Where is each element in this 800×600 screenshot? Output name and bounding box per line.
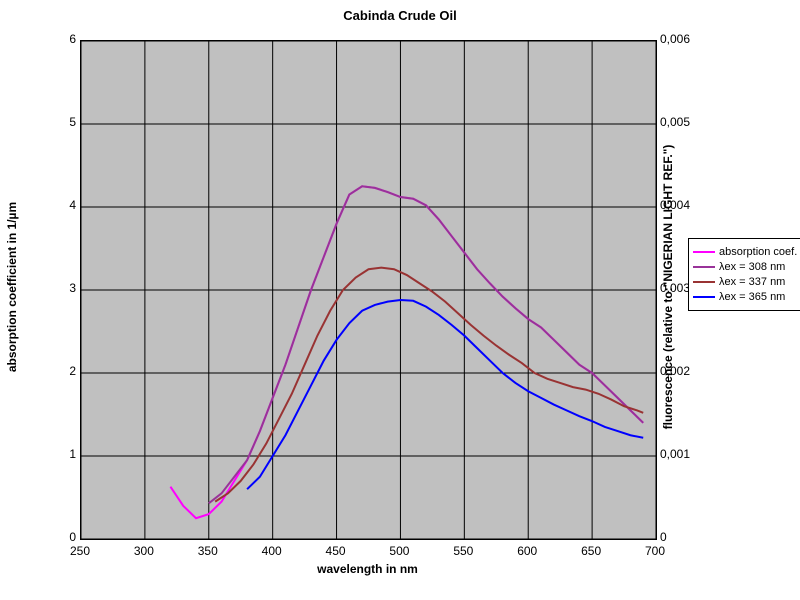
grid	[81, 41, 656, 539]
legend-label: absorption coef.	[719, 246, 797, 258]
xtick-label: 650	[571, 544, 611, 558]
plot-area	[80, 40, 657, 540]
xtick-label: 500	[379, 544, 419, 558]
ytick-left-label: 1	[32, 448, 76, 460]
ytick-left-label: 0	[32, 531, 76, 543]
legend: absorption coef. λex = 308 nm λex = 337 nm…	[688, 238, 800, 311]
legend-label: λex = 337 nm	[719, 276, 785, 288]
legend-item-ex308: λex = 308 nm	[693, 261, 797, 273]
ytick-left-label: 6	[32, 33, 76, 45]
xtick-label: 600	[507, 544, 547, 558]
ytick-left-label: 5	[32, 116, 76, 128]
xtick-label: 450	[316, 544, 356, 558]
y-axis-right-label: fluorescence (relative to:"NIGERIAN LIGH…	[661, 37, 675, 537]
xtick-label: 400	[252, 544, 292, 558]
legend-swatch	[693, 251, 715, 253]
xtick-label: 300	[124, 544, 164, 558]
y-axis-left-label: absorption coefficient in 1/µm	[5, 37, 19, 537]
legend-label: λex = 308 nm	[719, 261, 785, 273]
chart-title: Cabinda Crude Oil	[0, 8, 800, 23]
xtick-label: 250	[60, 544, 100, 558]
legend-item-ex365: λex = 365 nm	[693, 291, 797, 303]
ytick-left-label: 4	[32, 199, 76, 211]
xtick-label: 700	[635, 544, 675, 558]
xtick-label: 350	[188, 544, 228, 558]
series-ex365	[247, 300, 643, 489]
series-ex337	[215, 268, 643, 502]
legend-swatch	[693, 281, 715, 283]
legend-swatch	[693, 266, 715, 268]
xtick-label: 550	[443, 544, 483, 558]
plot-svg	[81, 41, 656, 539]
legend-label: λex = 365 nm	[719, 291, 785, 303]
legend-item-ex337: λex = 337 nm	[693, 276, 797, 288]
series-group	[170, 186, 643, 518]
ytick-left-label: 2	[32, 365, 76, 377]
x-axis-label: wavelength in nm	[80, 562, 655, 576]
legend-item-absorption: absorption coef.	[693, 246, 797, 258]
y-axis-left-ticks: 0123456	[30, 40, 76, 538]
page: Cabinda Crude Oil 0123456 00,0010,0020,0…	[0, 0, 800, 600]
legend-swatch	[693, 296, 715, 298]
ytick-left-label: 3	[32, 282, 76, 294]
